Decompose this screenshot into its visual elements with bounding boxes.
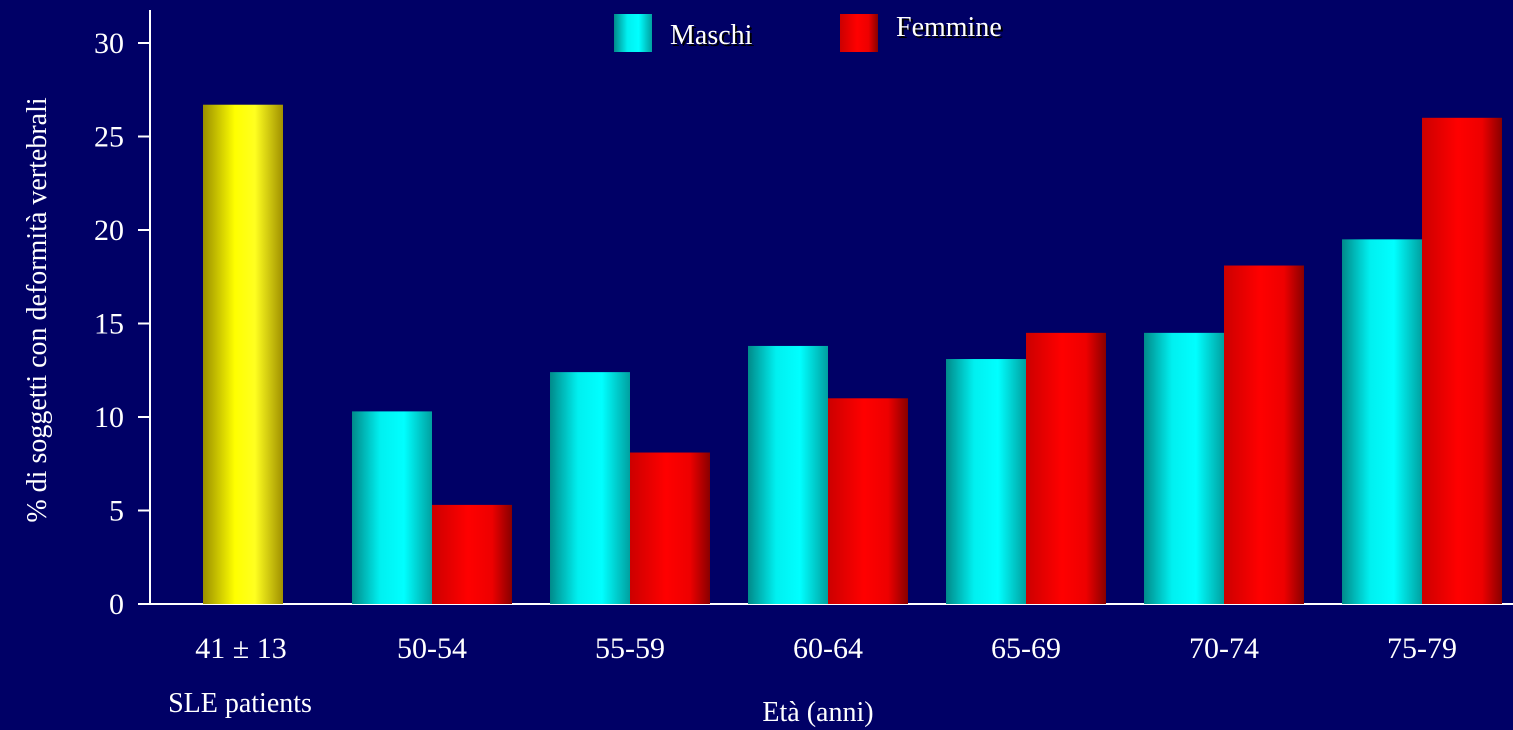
svg-text:Femmine: Femmine (898, 14, 1004, 45)
x-tick-label: 65-69 (991, 632, 1061, 665)
bar-femmine-65-69 (1026, 332, 1106, 604)
bars (203, 104, 1502, 605)
legend-swatch-maschi (614, 14, 652, 52)
legend-label-maschi: Maschi (670, 20, 753, 51)
category-labels: 41 ± 13 50-54 55-59 60-64 65-69 70-74 75-79 (195, 632, 1457, 665)
bar-femmine-75-79 (1422, 117, 1502, 605)
bar-maschi-75-79 (1342, 239, 1422, 604)
y-tick-label: 25 (94, 121, 124, 154)
legend-swatch-femmine (840, 14, 878, 52)
y-tick-label: 15 (94, 308, 124, 341)
x-tick-label: 70-74 (1189, 632, 1259, 665)
x-tick-label: 60-64 (793, 632, 863, 665)
y-tick-label: 20 (94, 214, 124, 247)
x-tick-label: 41 ± 13 (195, 632, 286, 665)
x-tick-label: 55-59 (595, 632, 665, 665)
y-ticks: 0 5 10 15 20 25 30 (94, 27, 150, 621)
legend-label-femmine: Femmine (896, 12, 1002, 43)
x-tick-label: 50-54 (397, 632, 467, 665)
svg-text:Maschi: Maschi (672, 22, 755, 53)
y-tick-label: 5 (109, 495, 124, 528)
bar-maschi-65-69 (946, 359, 1026, 604)
bar-maschi-50-54 (352, 411, 432, 604)
x-tick-label: 75-79 (1387, 632, 1457, 665)
bar-maschi-70-74 (1144, 332, 1224, 604)
y-axis-title: % di soggetti con deformità vertebrali (22, 97, 53, 523)
y-tick-label: 30 (94, 27, 124, 60)
legend-item-femmine: Femmine Femmine (840, 12, 1004, 52)
bar-femmine-50-54 (432, 504, 512, 604)
legend-item-maschi: Maschi Maschi (614, 14, 755, 53)
legend: Maschi Maschi Femmine Femmine (614, 12, 1004, 53)
y-tick-label: 0 (109, 588, 124, 621)
x-axis-title: Età (anni) (762, 697, 873, 728)
y-tick-label: 10 (94, 401, 124, 434)
group-label: SLE patients (168, 688, 312, 719)
bar-femmine-55-59 (630, 452, 710, 604)
bar-femmine-60-64 (828, 398, 908, 604)
bar-maschi-55-59 (550, 372, 630, 604)
bar-maschi-60-64 (748, 345, 828, 604)
bar-femmine-70-74 (1224, 265, 1304, 604)
bar-sle-patients (203, 104, 283, 605)
